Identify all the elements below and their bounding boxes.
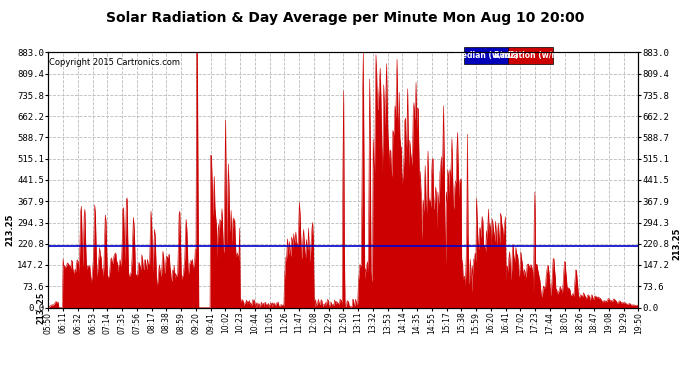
- Text: Solar Radiation & Day Average per Minute Mon Aug 10 20:00: Solar Radiation & Day Average per Minute…: [106, 11, 584, 25]
- Text: 213.25: 213.25: [5, 213, 14, 246]
- Bar: [464, 47, 509, 64]
- Text: 213.25: 213.25: [37, 291, 46, 324]
- Text: Copyright 2015 Cartronics.com: Copyright 2015 Cartronics.com: [50, 58, 181, 67]
- Text: Radiation (w/m2): Radiation (w/m2): [493, 51, 568, 60]
- Text: Median (w/m2): Median (w/m2): [454, 51, 518, 60]
- Bar: [509, 47, 553, 64]
- Text: 213.25: 213.25: [673, 227, 682, 260]
